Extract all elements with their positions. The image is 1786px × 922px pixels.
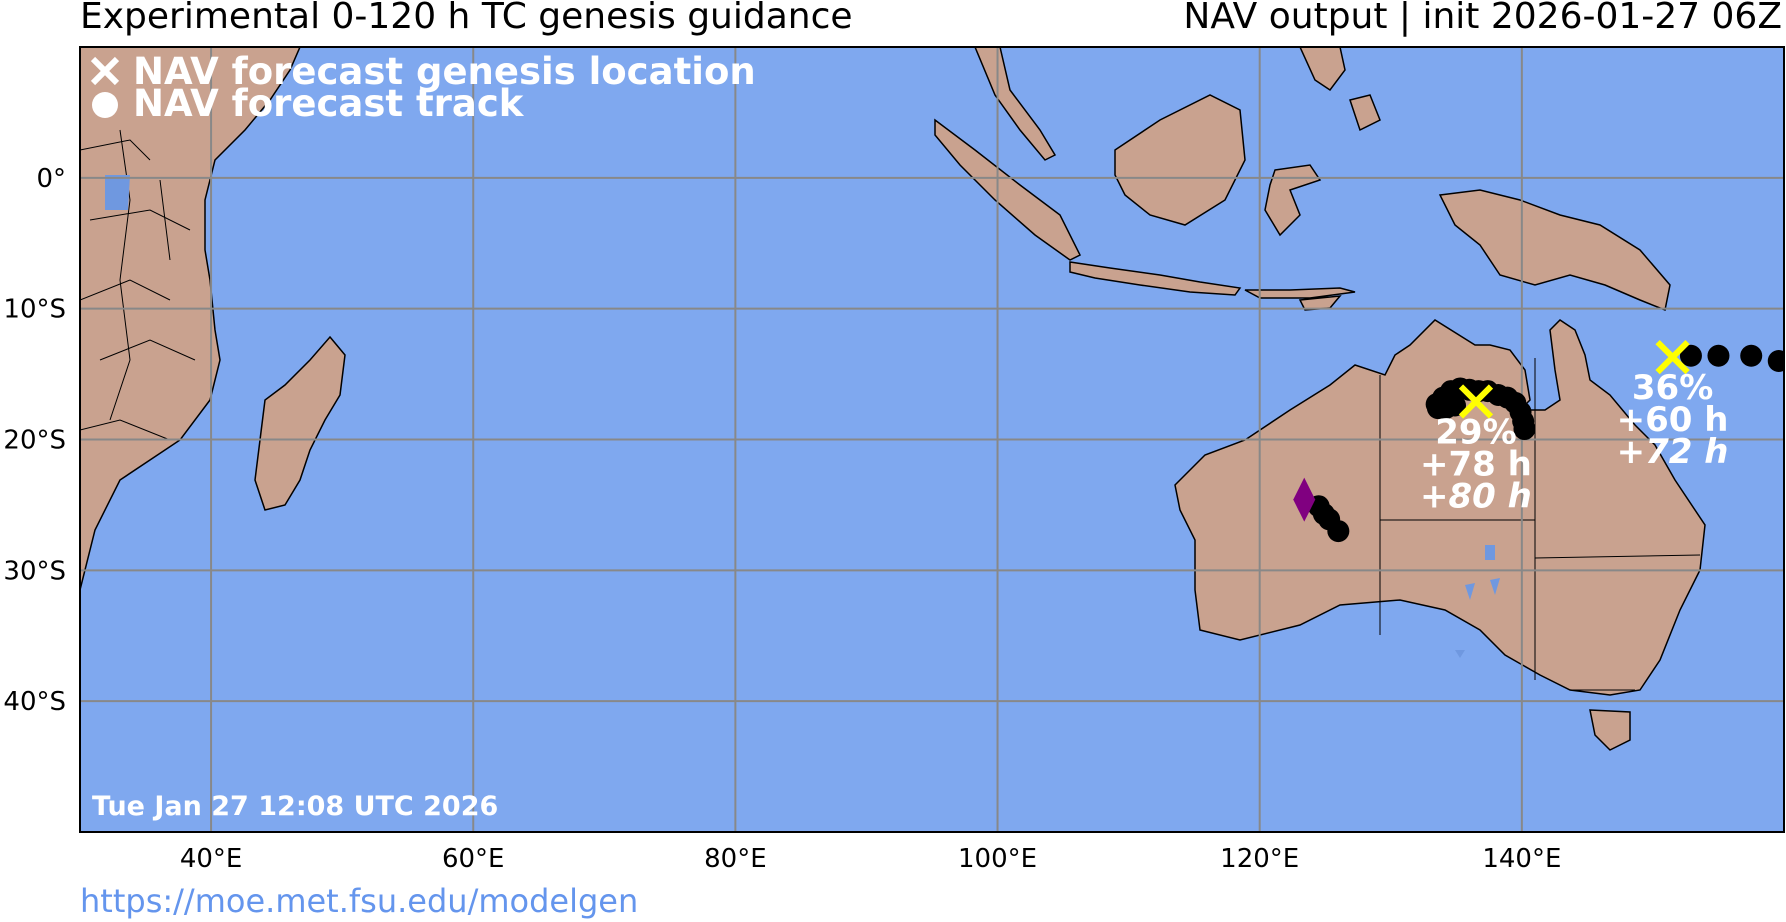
genesis-x-marker <box>1655 339 1690 375</box>
tasmania-landmass <box>1589 709 1631 751</box>
track-point <box>1740 344 1763 367</box>
storm-label-genesis-time: +78 h <box>1420 445 1532 485</box>
australia-landmass <box>1174 319 1706 696</box>
legend-item-genesis: NAV forecast genesis location <box>90 50 756 93</box>
storm-label-end-time: +72 h <box>1617 432 1729 472</box>
track-point <box>1767 350 1784 372</box>
track-point <box>1707 344 1730 367</box>
lat-tick-labels: 0° 10°S 20°S 30°S 40°S <box>3 164 66 717</box>
lat-tick-label: 10°S <box>3 295 66 325</box>
australia-state-borders <box>1379 358 1701 691</box>
forecast-overlay: 29%+78 h+80 h 36%+60 h+72 h <box>1293 339 1784 543</box>
lat-tick-label: 30°S <box>3 556 66 586</box>
lon-tick-label: 80°E <box>704 844 767 874</box>
storm-label-probability: 29% <box>1435 413 1516 453</box>
legend: NAV forecast genesis location NAV foreca… <box>90 50 756 125</box>
storm-label-genesis-time: +60 h <box>1617 400 1729 440</box>
storm-1 <box>1655 339 1784 375</box>
legend-label-track: NAV forecast track <box>133 82 525 125</box>
legend-item-track: NAV forecast track <box>92 82 525 125</box>
new-guinea-landmass <box>1438 189 1671 312</box>
track-point <box>1679 344 1702 367</box>
page-title: Experimental 0-120 h TC genesis guidance <box>80 0 853 37</box>
lon-tick-label: 140°E <box>1482 844 1561 874</box>
run-info: NAV output | init 2026-01-27 06Z <box>1183 0 1782 37</box>
madagascar-landmass <box>254 335 346 511</box>
x-icon <box>90 56 120 86</box>
track-point <box>1327 520 1350 543</box>
africa-landmass <box>80 47 301 591</box>
source-link[interactable]: https://moe.met.fsu.edu/modelgen <box>80 882 639 920</box>
malay-peninsula <box>974 47 1057 161</box>
lon-tick-label: 60°E <box>442 844 505 874</box>
lon-tick-labels: 40°E 60°E 80°E 100°E 120°E 140°E <box>180 844 1562 874</box>
track-point <box>1513 418 1536 441</box>
storm-label-end-time: +80 h <box>1420 477 1532 517</box>
lon-tick-label: 100°E <box>958 844 1037 874</box>
lat-tick-label: 20°S <box>3 426 66 456</box>
storm-0 <box>1425 377 1536 441</box>
genesis-x-marker <box>1458 384 1494 419</box>
java-landmass <box>1069 261 1242 296</box>
philippines-landmass <box>1299 47 1381 132</box>
storm-label-probability: 36% <box>1632 368 1713 408</box>
lon-tick-label: 120°E <box>1220 844 1299 874</box>
africa-lake <box>105 175 130 210</box>
genesis-diamond <box>1293 477 1316 522</box>
sumatra-landmass <box>934 118 1082 261</box>
sulawesi-landmass <box>1264 164 1322 237</box>
lat-tick-label: 0° <box>36 164 66 194</box>
storm-2 <box>1293 477 1350 543</box>
lat-tick-label: 40°S <box>3 687 66 717</box>
borneo-landmass <box>1114 94 1246 226</box>
dot-icon <box>92 92 118 118</box>
lon-tick-label: 40°E <box>180 844 243 874</box>
timestamp: Tue Jan 27 12:08 UTC 2026 <box>92 791 498 822</box>
africa-borders <box>80 129 196 441</box>
map-frame <box>79 46 1785 833</box>
track-point <box>1443 394 1466 417</box>
map-panel: 40°E 60°E 80°E 100°E 120°E 140°E 0° 10°S 20°S 30… <box>3 46 1785 874</box>
legend-label-genesis: NAV forecast genesis location <box>133 50 756 93</box>
